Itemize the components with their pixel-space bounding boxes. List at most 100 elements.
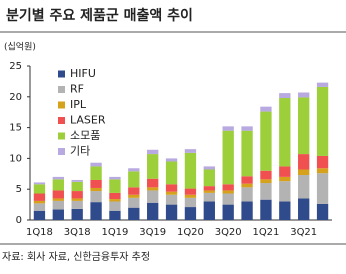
bar-segment	[222, 190, 234, 194]
bar-segment	[260, 106, 272, 112]
bar-segment	[109, 192, 121, 200]
bar-segment	[109, 199, 121, 202]
bar-segment	[222, 193, 234, 205]
unit-label: (십억원)	[4, 41, 36, 53]
bar-segment	[241, 130, 253, 177]
legend-label: RF	[70, 83, 84, 96]
bar-segment	[128, 194, 140, 198]
bar-segment	[147, 187, 159, 191]
bar-segment	[147, 190, 159, 203]
source: 자료: 회사 자료, 신한금융투자 추정	[2, 251, 150, 263]
x-tick-label: 3Q20	[215, 227, 242, 238]
legend-swatch	[58, 117, 65, 124]
bar-segment	[109, 210, 121, 220]
bar-segment	[128, 168, 140, 172]
bar-segment	[222, 184, 234, 191]
bar-segment	[260, 111, 272, 171]
bar-segment	[184, 207, 197, 220]
bar-segment	[165, 191, 178, 195]
bar-segment	[279, 181, 291, 202]
bar-segment	[203, 166, 215, 170]
bar-segment	[165, 204, 178, 220]
bar-segment	[241, 183, 253, 188]
bar-segment	[90, 202, 102, 220]
bar-segment	[279, 176, 291, 182]
bar-segment	[184, 194, 197, 198]
bar-segment	[241, 201, 253, 220]
bar-segment	[71, 200, 83, 209]
bar-segment	[260, 170, 272, 180]
legend-swatch	[58, 101, 65, 109]
bar-segment	[298, 169, 310, 176]
bar-segment	[298, 154, 310, 170]
bar-segment	[52, 176, 64, 180]
y-tick-label: 25	[9, 61, 22, 72]
bar-segment	[298, 175, 310, 199]
bar-segment	[52, 198, 64, 201]
bar-segment	[147, 178, 159, 188]
y-tick-label: 10	[9, 153, 22, 164]
bar-segment	[33, 200, 46, 204]
y-tick-label: 20	[9, 92, 22, 103]
bar-segment	[279, 201, 291, 220]
bar-segment	[316, 173, 329, 204]
bar-segment	[71, 179, 83, 182]
bar-segment	[203, 190, 215, 193]
legend-swatch	[58, 132, 65, 140]
bar-segment	[33, 193, 46, 201]
legend-swatch	[58, 148, 65, 155]
y-tick-label: 0	[16, 215, 22, 226]
bar-segment	[71, 198, 83, 201]
bar-segment	[71, 181, 83, 192]
bar-segment	[316, 155, 329, 169]
bar-segment	[184, 197, 197, 208]
bar-segment	[52, 179, 64, 191]
bar-segment	[71, 208, 83, 220]
bar-segment	[128, 171, 140, 188]
bar-segment	[279, 93, 291, 99]
bar-segment	[203, 201, 215, 220]
bar-segment	[90, 191, 102, 203]
bar-segment	[147, 202, 159, 220]
bar-segment	[90, 166, 102, 180]
bar-segment	[298, 198, 310, 220]
bar-segment	[241, 176, 253, 184]
x-tick-label: 3Q19	[139, 227, 166, 238]
x-tick-label: 1Q20	[177, 227, 204, 238]
bar-segment	[52, 200, 64, 210]
bar-segment	[203, 192, 215, 202]
y-tick-label: 5	[16, 184, 22, 195]
bar-segment	[52, 209, 64, 220]
x-tick-label: 3Q21	[290, 227, 317, 238]
legend-label: HIFU	[70, 67, 96, 80]
x-tick-label: 1Q18	[26, 227, 53, 238]
bar-segment	[298, 97, 310, 155]
bar-segment	[33, 182, 46, 185]
bar-segment	[109, 179, 121, 193]
x-tick-label: 1Q19	[101, 227, 128, 238]
legend-label: IPL	[70, 98, 87, 111]
legend-label: LASER	[70, 114, 106, 127]
legend-swatch	[58, 86, 65, 93]
bar-segment	[316, 82, 329, 87]
bar-segment	[147, 149, 159, 155]
bar-segment	[33, 184, 46, 194]
bar-segment	[241, 126, 253, 131]
bar-segment	[90, 187, 102, 192]
bar-segment	[184, 188, 197, 195]
bar-segment	[147, 154, 159, 179]
bar-segment	[128, 187, 140, 195]
bar-segment	[165, 161, 178, 185]
bar-segment	[128, 197, 140, 208]
y-tick-label: 15	[9, 123, 22, 134]
x-tick-label: 3Q18	[64, 227, 91, 238]
bar-segment	[165, 184, 178, 192]
bar-segment	[33, 203, 46, 211]
bar-segment	[90, 162, 102, 167]
bar-segment	[165, 158, 178, 162]
bar-segment	[260, 183, 272, 200]
x-tick-label: 1Q21	[252, 227, 279, 238]
bar-segment	[203, 186, 215, 191]
bar-segment	[316, 203, 329, 220]
bar-segment	[184, 149, 197, 153]
